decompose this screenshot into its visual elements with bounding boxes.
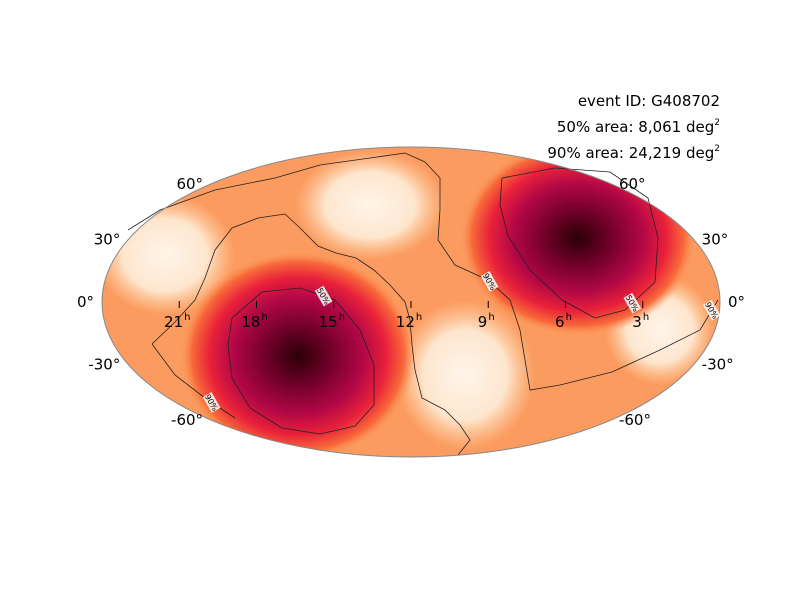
- dec-label-left-30: 30°: [94, 230, 121, 248]
- dec-axis: 60° 60° 30° 30° 0° 0° -30° -30° -60° -60°: [77, 175, 745, 429]
- dec-label-right--30: -30°: [702, 356, 734, 374]
- dec-label-left--30: -30°: [88, 356, 120, 374]
- probability-peak-south: [180, 251, 416, 457]
- dec-label-right--60: -60°: [619, 411, 651, 429]
- contour-90-north: [127, 152, 719, 391]
- dec-label-left-0: 0°: [77, 293, 94, 311]
- event-id: event ID: G408702: [577, 92, 720, 110]
- dec-label-left--60: -60°: [171, 411, 203, 429]
- dec-label-right-30: 30°: [702, 230, 729, 248]
- area-50-label: 50% area: 8,061 deg2: [556, 118, 720, 136]
- contour-90-edge-left: [151, 343, 236, 419]
- dec-label-right-0: 0°: [728, 293, 745, 311]
- dec-label-left-60: 60°: [176, 175, 203, 193]
- sky-boundary: [101, 146, 721, 458]
- contour-50-south: [227, 287, 375, 435]
- low-prob-region: [295, 150, 445, 260]
- event-info: event ID: G408702 50% area: 8,061 deg2 9…: [547, 90, 720, 164]
- area-90-label: 90% area: 24,219 deg2: [547, 144, 720, 162]
- low-prob-region: [395, 300, 535, 450]
- dec-label-right-60: 60°: [619, 175, 646, 193]
- contours: [127, 152, 719, 456]
- ra-axis: 21h 18h 15h 12h 9h 6h 3h: [164, 301, 649, 331]
- contour-90-west: [151, 213, 471, 456]
- contour-50-north: [499, 167, 659, 319]
